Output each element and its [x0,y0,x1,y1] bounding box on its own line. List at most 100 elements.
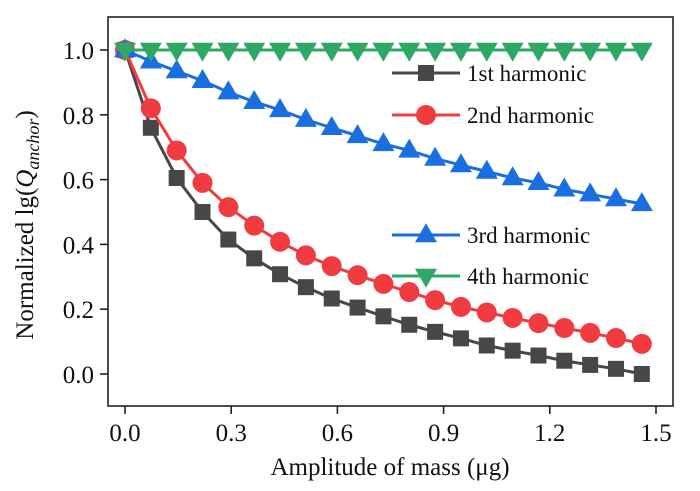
data-point [604,187,627,207]
data-point [607,360,624,377]
data-point [398,138,421,158]
data-point [373,273,394,294]
data-point [527,42,550,62]
legend: 1st harmonic 2nd harmonic 3rd harmonic 4… [392,61,594,289]
legend-marker-square-icon [418,65,434,81]
data-point [244,215,265,236]
data-point [633,366,650,382]
data-point [194,204,211,220]
legend-label: 1st harmonic [467,61,586,86]
data-point [220,231,237,248]
data-point [320,42,343,62]
legend-item-3rd-harmonic: 3rd harmonic [392,223,590,248]
data-point [475,159,498,179]
series-3rd-harmonic [114,38,653,212]
series-1st-harmonic [117,42,650,382]
y-tick-label: 0.8 [63,103,94,130]
legend-item-1st-harmonic: 1st harmonic [392,61,586,86]
y-axis-title-suffix: ) [12,110,39,118]
data-point [630,42,653,62]
data-point [321,256,342,277]
data-point [554,317,575,338]
data-point [192,172,213,193]
series-4th-harmonic [114,42,653,62]
data-point [217,80,240,100]
data-point [349,299,366,316]
data-point [630,192,653,212]
data-point [425,290,446,311]
data-point [501,166,524,186]
data-point [142,119,159,136]
data-point [375,308,392,325]
data-point [478,337,495,354]
legend-item-2nd-harmonic: 2nd harmonic [392,103,594,128]
data-point [604,42,627,62]
series-layer [114,38,653,382]
data-point [320,115,343,135]
x-tick-label: 0.3 [216,420,247,447]
y-tick-label: 0.4 [63,232,95,259]
data-point [297,279,314,296]
data-point [504,342,521,359]
data-point [166,140,187,161]
legend-marker-triangle-up-icon [415,223,437,243]
x-tick-label: 1.2 [534,420,565,447]
x-axis-title: Amplitude of mass (μg) [270,454,509,481]
data-point [243,42,266,62]
data-point [295,245,316,266]
y-axis-title-prefix: Normalized lg( [12,188,39,340]
legend-marker-circle-icon [416,105,436,125]
data-point [475,42,498,62]
data-point [528,313,549,334]
data-point [372,132,395,152]
data-point [372,42,395,62]
data-point [191,42,214,62]
x-tick-label: 0.0 [109,420,140,447]
data-point [424,42,447,62]
x-axis: 0.0 0.3 0.6 0.9 1.2 1.5 [109,406,672,447]
series-line [123,49,643,346]
data-point [140,98,161,119]
data-point [605,328,626,349]
data-point [217,42,240,62]
y-tick-label: 0.2 [63,297,94,324]
data-point [270,231,291,252]
data-point [476,302,497,323]
legend-item-4th-harmonic: 4th harmonic [392,264,589,289]
data-point [502,307,523,328]
data-point [399,282,420,303]
data-point [165,59,188,79]
data-point [427,323,444,340]
data-point [631,333,652,354]
data-point [347,265,368,286]
y-tick-label: 0.6 [63,168,94,195]
data-point [269,98,292,118]
legend-label: 3rd harmonic [467,223,590,248]
data-point [553,177,576,197]
data-point [323,290,340,307]
data-point [168,169,185,186]
data-point [218,197,239,218]
data-point [424,146,447,166]
data-point [450,296,471,317]
data-point [294,107,317,127]
plot-frame [107,16,674,407]
y-axis-title-subscript: anchor [23,118,43,170]
data-point [553,42,576,62]
legend-label: 2nd harmonic [467,103,594,128]
data-point [191,69,214,88]
data-point [580,322,601,343]
data-point [449,42,472,62]
legend-label: 4th harmonic [467,264,589,289]
data-point [272,266,289,283]
data-point [294,42,317,62]
data-point [398,42,421,62]
x-tick-label: 0.9 [428,420,459,447]
y-axis-title: Normalized lg(Qanchor) [12,110,43,339]
data-point [114,42,136,62]
data-point [527,171,550,191]
data-point [579,182,602,202]
data-point [243,90,266,110]
data-point [582,356,599,373]
